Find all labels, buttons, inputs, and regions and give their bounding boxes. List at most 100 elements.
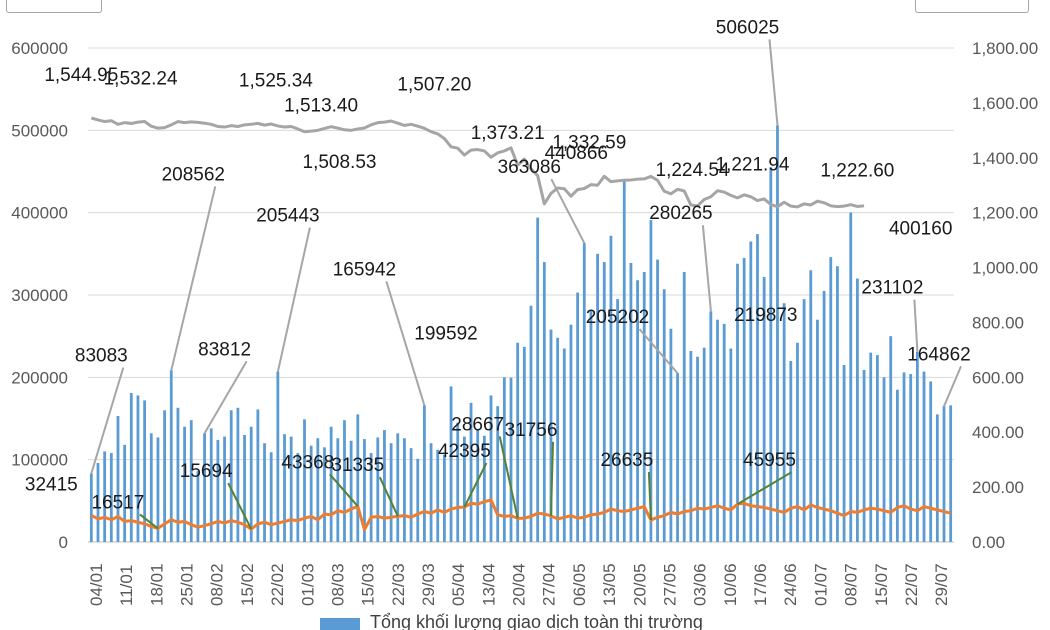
volume-bar	[169, 370, 173, 542]
volume-bar	[442, 454, 446, 542]
volume-bar	[816, 319, 819, 542]
label-leader-line	[913, 299, 919, 352]
label-leader-line	[203, 360, 248, 434]
volume-bar	[676, 373, 679, 542]
data-label: 231102	[861, 278, 923, 299]
volume-bar	[562, 348, 566, 542]
x-axis-tick-label: 22/07	[902, 563, 921, 606]
data-label: 45955	[743, 450, 796, 471]
volume-bar	[656, 259, 659, 542]
volume-bar	[329, 426, 333, 542]
volume-bar	[456, 422, 460, 542]
x-axis-tick-label: 13/04	[479, 563, 498, 606]
volume-bar	[796, 342, 799, 542]
volume-bar	[249, 426, 253, 542]
data-label: 26635	[600, 450, 653, 471]
label-leader-line	[498, 436, 519, 519]
label-leader-line	[701, 225, 712, 312]
volume-bar	[849, 212, 853, 542]
data-label: 1,513.40	[284, 96, 358, 117]
label-leader-line	[139, 513, 159, 530]
top-right-frame	[915, 0, 1029, 13]
right-axis-tick-label: 600.00	[972, 368, 1024, 387]
volume-bar	[856, 278, 859, 542]
x-axis-tick-label: 04/01	[87, 563, 106, 606]
x-axis-tick-label: 25/01	[178, 563, 197, 606]
left-axis-tick-label: 500000	[11, 121, 68, 140]
x-axis-ticks: 04/01 11/01 18/01 25/01 08/02 15/02 22/02 01/03…	[87, 563, 951, 606]
volume-bar	[902, 372, 906, 542]
volume-bar	[336, 438, 340, 542]
left-axis-tick-label: 200000	[11, 368, 68, 387]
volume-bar	[629, 262, 633, 542]
x-axis-tick-label: 17/06	[751, 563, 770, 606]
volume-bar	[296, 453, 300, 542]
data-label: 208562	[162, 164, 225, 185]
data-label: 1,544.95	[44, 65, 118, 86]
data-label: 219873	[734, 305, 797, 326]
label-leader-line	[736, 471, 793, 506]
right-axis-tick-label: 1,400.00	[972, 149, 1038, 168]
label-leader-lines	[90, 39, 962, 530]
label-leader-line	[943, 365, 962, 407]
volume-bar	[929, 381, 933, 542]
volume-bar	[762, 276, 766, 542]
label-leader-line	[227, 482, 253, 530]
left-axis-tick-label: 300000	[11, 286, 68, 305]
volume-bar	[602, 262, 606, 542]
volume-bar	[289, 436, 293, 542]
volume-bar	[109, 453, 113, 542]
volume-bar	[889, 336, 893, 542]
volume-bar	[642, 271, 646, 542]
volume-bar	[103, 451, 107, 542]
data-label: 83812	[198, 339, 251, 360]
index-line	[90, 116, 865, 209]
data-label: 1,332.59	[552, 132, 626, 153]
x-axis-tick-label: 18/01	[147, 563, 166, 606]
right-axis-tick-label: 1,200.00	[972, 204, 1038, 223]
x-axis-tick-label: 08/02	[208, 563, 227, 606]
right-axis-tick-label: 0.00	[972, 533, 1005, 552]
right-axis-tick-label: 1,600.00	[972, 94, 1038, 113]
secondary-volume-line	[90, 498, 952, 532]
data-label: 205443	[256, 206, 319, 227]
right-axis-tick-label: 1,800.00	[972, 39, 1038, 58]
volume-bar	[223, 436, 226, 542]
x-axis-tick-label: 27/05	[661, 563, 680, 606]
volume-bar	[582, 243, 586, 542]
volume-bar	[696, 356, 699, 542]
volume-bar	[942, 406, 946, 542]
x-axis-tick-label: 01/07	[811, 563, 830, 606]
label-leader-line	[768, 39, 779, 126]
x-axis-tick-label: 03/06	[691, 563, 710, 606]
volume-bar	[203, 433, 206, 542]
volume-bar	[556, 337, 560, 542]
data-label: 164862	[907, 344, 970, 365]
data-label: 43368	[281, 452, 334, 473]
volume-bar	[782, 303, 786, 542]
volume-bar	[576, 292, 580, 542]
volume-bar	[462, 436, 466, 542]
volume-bar	[349, 440, 353, 542]
x-axis-tick-label: 20/04	[510, 563, 529, 606]
volume-bar	[409, 448, 413, 542]
x-axis-tick-label: 15/03	[359, 563, 378, 606]
volume-bar	[589, 309, 593, 542]
volume-bar	[709, 311, 713, 542]
volume-bar	[363, 439, 366, 542]
x-axis-tick-label: 29/07	[932, 563, 951, 606]
data-label: 15694	[180, 461, 233, 482]
volume-bar	[875, 355, 879, 542]
label-leader-line	[378, 476, 399, 517]
volume-bar	[516, 342, 520, 542]
volume-bar	[96, 462, 100, 542]
volume-bar	[895, 389, 899, 542]
data-label: 16517	[91, 492, 144, 513]
volume-bar	[176, 407, 180, 542]
volume-bar	[123, 444, 127, 542]
data-label: 1,221.94	[716, 155, 790, 176]
volume-bar	[216, 439, 220, 542]
right-axis-tick-label: 1,000.00	[972, 259, 1038, 278]
x-axis-tick-label: 15/07	[872, 563, 891, 606]
